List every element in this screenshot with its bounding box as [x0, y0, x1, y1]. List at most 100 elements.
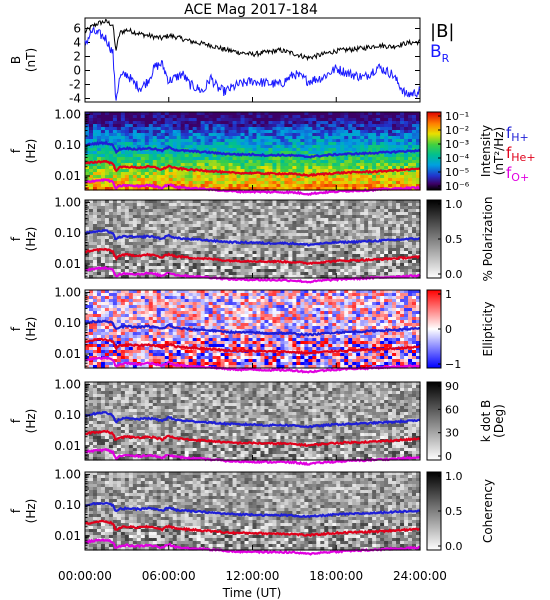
intensity-cell: [364, 166, 369, 170]
ellipticity-cell: [116, 356, 122, 360]
polarization-cell: [272, 200, 278, 204]
intensity-cell: [204, 157, 210, 161]
polarization-cell: [236, 263, 242, 267]
intensity-cell: [384, 178, 389, 182]
polarization-cell: [124, 275, 130, 279]
polarization-cell: [400, 203, 405, 207]
intensity-cell: [396, 121, 401, 125]
intensity-cell: [396, 163, 401, 167]
polarization-cell: [112, 227, 118, 231]
polarization-cell: [236, 203, 242, 207]
polarization-cell: [380, 260, 385, 264]
intensity-cell: [104, 181, 110, 185]
ellipticity-cell: [85, 299, 90, 303]
ellipticity-cell: [116, 299, 122, 303]
polarization-cell: [128, 257, 134, 261]
ellipticity-cell: [124, 305, 130, 309]
intensity-cell: [160, 145, 166, 149]
polarization-cell: [356, 209, 361, 213]
intensity-cell: [120, 151, 126, 155]
polarization-cell: [280, 200, 286, 204]
polarization-cell: [148, 233, 154, 237]
intensity-cell: [388, 121, 393, 125]
intensity-cell: [264, 169, 270, 173]
intensity-cell: [176, 127, 182, 131]
polarization-cell: [184, 266, 190, 270]
polarization-cell: [168, 230, 174, 234]
polarization-cell: [180, 224, 186, 228]
polarization-cell: [308, 215, 313, 219]
polarization-cell: [336, 257, 341, 261]
intensity-cell: [328, 169, 333, 173]
polarization-cell: [136, 266, 142, 270]
polarization-cell: [308, 218, 313, 222]
intensity-cell: [328, 181, 333, 185]
intensity-cell: [284, 145, 289, 149]
intensity-cell: [92, 136, 98, 140]
intensity-cell: [240, 148, 246, 152]
intensity-cell: [164, 112, 170, 116]
intensity-cell: [92, 181, 98, 185]
polarization-cell: [388, 224, 393, 228]
intensity-cell: [92, 130, 98, 134]
polarization-cell: [172, 227, 178, 231]
intensity-cell: [268, 148, 274, 152]
intensity-cell: [100, 145, 106, 149]
polarization-cell: [112, 212, 118, 216]
polarization-cell: [292, 272, 297, 276]
ellipticity-cell: [116, 332, 122, 336]
polarization-cell: [380, 242, 385, 246]
polarization-cell: [328, 212, 333, 216]
polarization-cell: [392, 221, 397, 225]
polarization-cell: [85, 254, 90, 258]
polarization-cell: [156, 227, 162, 231]
polarization-cell: [380, 236, 385, 240]
intensity-cell: [332, 142, 337, 146]
polarization-cell: [156, 245, 162, 249]
polarization-cell: [356, 203, 361, 207]
intensity-cell: [304, 166, 309, 170]
polarization-cell: [172, 260, 178, 264]
intensity-cell: [160, 127, 166, 131]
intensity-cell: [292, 160, 297, 164]
intensity-cell: [228, 145, 234, 149]
polarization-cell: [168, 263, 174, 267]
polarization-cell: [140, 251, 146, 255]
intensity-cell: [176, 178, 182, 182]
polarization-cell: [376, 233, 381, 237]
polarization-cell: [308, 257, 313, 261]
polarization-cell: [276, 221, 282, 225]
polarization-cell: [316, 209, 321, 213]
polarization-cell: [276, 275, 282, 279]
polarization-cell: [92, 275, 98, 279]
intensity-cell: [364, 175, 369, 179]
polarization-cell: [140, 245, 146, 249]
polarization-cell: [148, 209, 154, 213]
polarization-cell: [256, 272, 262, 276]
intensity-cell: [88, 130, 94, 134]
intensity-cell: [112, 127, 118, 131]
polarization-cell: [88, 218, 94, 222]
polarization-cell: [332, 251, 337, 255]
polarization-cell: [288, 275, 293, 279]
intensity-cell: [168, 133, 174, 137]
intensity-cell: [360, 181, 365, 185]
intensity-cell: [280, 115, 286, 119]
intensity-cell: [324, 115, 329, 119]
polarization-cell: [244, 215, 250, 219]
ellipticity-cell: [156, 311, 162, 315]
ellipticity-cell: [120, 335, 126, 339]
intensity-cell: [224, 121, 230, 125]
colorbar-tick-label: 10⁻³: [445, 138, 469, 151]
polarization-cell: [104, 224, 110, 228]
polarization-cell: [364, 218, 369, 222]
intensity-cell: [336, 130, 341, 134]
polarization-cell: [268, 221, 274, 225]
polarization-cell: [136, 257, 142, 261]
intensity-cell: [220, 154, 226, 158]
polarization-cell: [264, 245, 270, 249]
intensity-cell: [136, 124, 142, 128]
polarization-cell: [200, 209, 206, 213]
intensity-cell: [156, 166, 162, 170]
polarization-cell: [164, 275, 170, 279]
